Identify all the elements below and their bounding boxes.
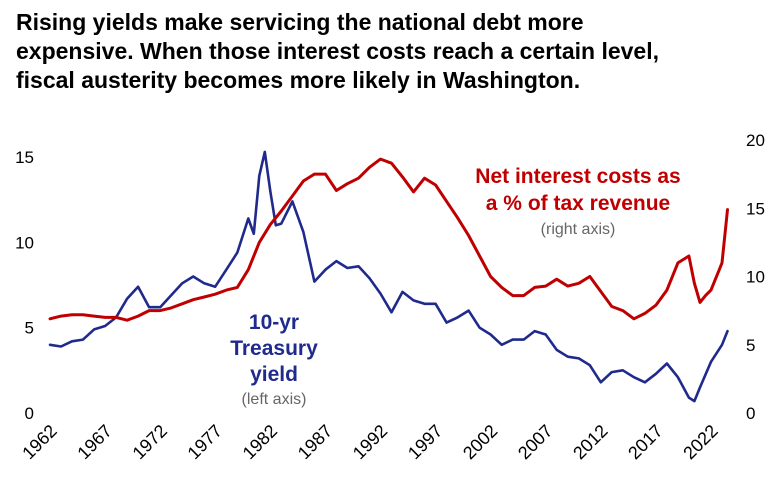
interest-axis-note: (right axis) [541,221,616,238]
x-tick-label: 2012 [569,421,611,463]
x-axis: 1962 1967 1972 1977 1982 1987 1992 1997 2002 2007… [18,421,721,463]
interest-cost-line [48,157,729,322]
title-line-1: Rising yields make servicing the nationa… [16,9,584,35]
left-tick-label: 15 [15,148,34,167]
right-axis: 0 5 10 15 20 [746,131,765,423]
x-tick-label: 2022 [679,421,721,463]
title-line-3: fiscal austerity becomes more likely in … [16,67,581,93]
left-tick-label: 0 [25,404,34,423]
left-tick-label: 5 [25,319,34,338]
x-tick-label: 1987 [294,421,336,463]
x-tick-label: 1982 [239,421,281,463]
x-tick-label: 1997 [404,421,446,463]
right-tick-label: 15 [746,199,765,218]
x-tick-label: 1992 [349,421,391,463]
right-tick-label: 5 [746,336,755,355]
x-tick-label: 2007 [514,421,556,463]
title-line-2: expensive. When those interest costs rea… [16,38,659,64]
x-tick-label: 2002 [459,421,501,463]
yield-axis-note: (left axis) [242,391,307,408]
x-tick-label: 1977 [184,421,226,463]
x-tick-label: 1972 [129,421,171,463]
treasury-yield-line [48,150,729,403]
interest-label-line-2: a % of tax revenue [486,192,670,215]
left-tick-label: 10 [15,233,34,252]
yield-label-line-2: Treasury [230,337,318,360]
right-tick-label: 20 [746,131,765,150]
right-tick-label: 0 [746,404,755,423]
x-tick-label: 1967 [73,421,115,463]
right-tick-label: 10 [746,268,765,287]
yield-label-line-1: 10-yr [249,311,299,334]
x-tick-label: 1962 [18,421,60,463]
left-axis: 0 5 10 15 [15,148,34,423]
chart-title: Rising yields make servicing the nationa… [16,8,776,95]
yield-label-line-3: yield [250,363,298,386]
interest-label-line-1: Net interest costs as [475,165,680,188]
series-lines [48,150,729,403]
x-tick-label: 2017 [624,421,666,463]
